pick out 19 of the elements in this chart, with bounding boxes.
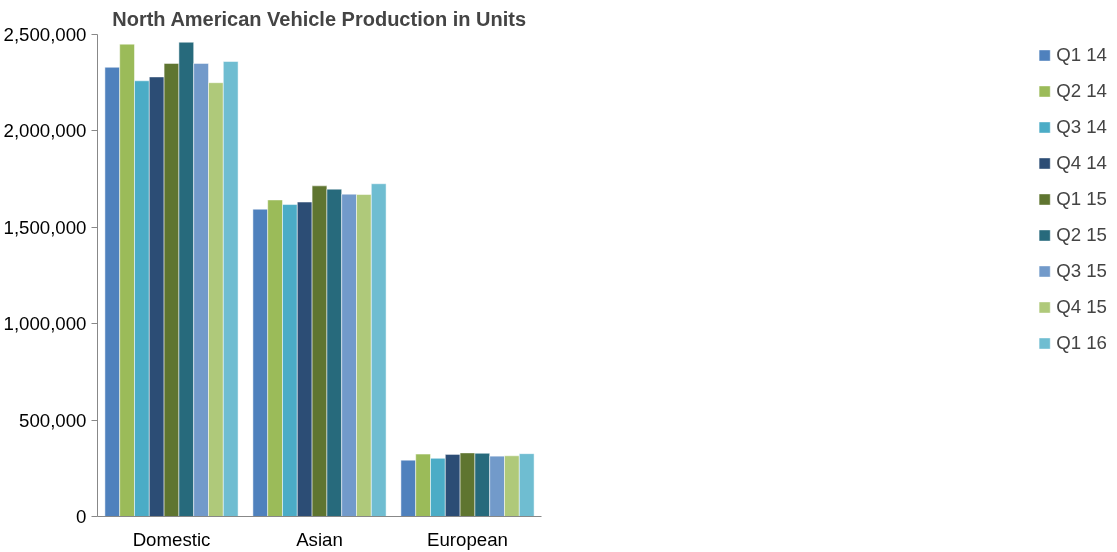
x-tick-label: Domestic — [132, 528, 211, 550]
y-tick-label: 500,000 — [19, 409, 87, 431]
legend-label: Q1 15 — [1056, 188, 1107, 210]
x-tick-label: European — [427, 528, 508, 550]
legend-label: Q1 16 — [1056, 332, 1107, 354]
legend-label: Q2 14 — [1056, 80, 1107, 102]
y-tick-label: 1,500,000 — [3, 216, 87, 238]
y-tick-label: 2,000,000 — [3, 120, 87, 142]
y-tick-label: 0 — [76, 506, 87, 527]
chart-title: North American Vehicle Production in Units — [112, 7, 527, 30]
legend-label: Q2 15 — [1056, 224, 1107, 246]
y-tick-label: 2,500,000 — [3, 24, 87, 45]
legend-label: Q1 14 — [1056, 44, 1107, 66]
legend-label: Q3 15 — [1056, 260, 1107, 282]
legend-label: Q3 14 — [1056, 116, 1107, 138]
legend-label: Q4 14 — [1056, 152, 1107, 174]
y-tick-label: 1,000,000 — [3, 313, 87, 335]
legend-label: Q4 15 — [1056, 296, 1107, 318]
x-tick-label: Asian — [296, 528, 343, 550]
